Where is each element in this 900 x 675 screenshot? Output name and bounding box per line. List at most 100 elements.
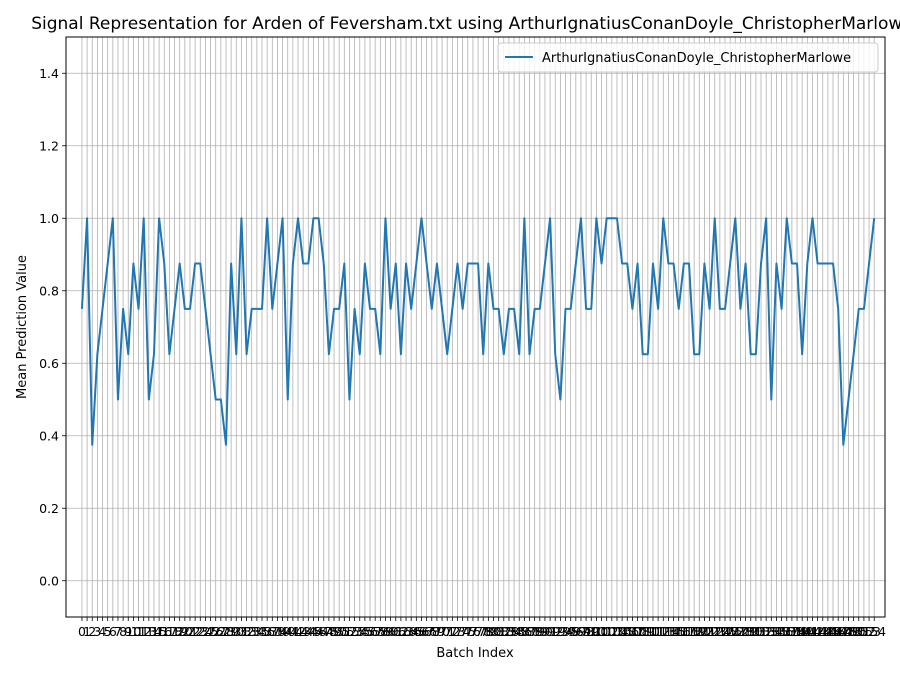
x-tick-label: 75: [460, 624, 476, 639]
x-tick-label: 107: [620, 624, 644, 639]
x-tick-label: 150: [842, 624, 866, 639]
x-tick-label: 145: [816, 624, 840, 639]
x-tick-label: 45: [305, 624, 321, 639]
x-tick-label: 122: [698, 624, 722, 639]
x-tick-label: 38: [269, 624, 285, 639]
y-tick-label: 0.4: [39, 428, 59, 443]
x-tick-label: 135: [765, 624, 789, 639]
x-tick-label: 149: [837, 624, 861, 639]
x-tick-label: 68: [424, 624, 440, 639]
x-tick-label: 77: [470, 624, 486, 639]
x-tick-label: 146: [821, 624, 845, 639]
x-tick-label: 80: [486, 624, 502, 639]
legend: ArthurIgnatiusConanDoyle_ChristopherMarl…: [497, 42, 879, 73]
x-tick-label: 65: [408, 624, 424, 639]
x-tick-label: 52: [342, 624, 358, 639]
x-tick-label: 116: [667, 624, 691, 639]
x-tick-label: 127: [723, 624, 747, 639]
x-tick-label: 101: [590, 624, 614, 639]
x-tick-label: 11: [131, 624, 147, 639]
x-gridlines: [81, 37, 875, 617]
x-tick-label: 92: [547, 624, 563, 639]
x-tick-label: 144: [811, 624, 835, 639]
x-tick-label: 79: [480, 624, 496, 639]
x-tick-label: 63: [398, 624, 414, 639]
y-tick-label: 1.4: [39, 66, 59, 81]
x-tick-label: 139: [785, 624, 809, 639]
x-tick-label: 154: [862, 624, 886, 639]
x-tick-label: 94: [558, 624, 574, 639]
x-tick-label: 118: [677, 624, 701, 639]
y-axis-label: Mean Prediction Value: [15, 255, 30, 399]
x-tick-label: 76: [465, 624, 481, 639]
x-tick-label: 140: [790, 624, 814, 639]
x-tick-label: 125: [713, 624, 737, 639]
x-tick-label: 8: [119, 624, 127, 639]
x-tick-label: 22: [187, 624, 203, 639]
x-tick-label: 85: [511, 624, 527, 639]
x-tick-label: 26: [208, 624, 224, 639]
x-tick-label: 124: [708, 624, 732, 639]
x-tick-label: 87: [522, 624, 538, 639]
x-tick-label: 81: [491, 624, 507, 639]
x-tick-label: 53: [347, 624, 363, 639]
x-tick-label: 95: [563, 624, 579, 639]
x-tick-label: 120: [687, 624, 711, 639]
x-tick-label: 69: [429, 624, 445, 639]
x-tick-label: 15: [151, 624, 167, 639]
x-tick-label: 14: [146, 624, 162, 639]
y-tick-label: 0.8: [39, 283, 59, 298]
x-tick-label: 19: [172, 624, 188, 639]
x-tick-label: 25: [203, 624, 219, 639]
x-tick-label: 3: [93, 624, 101, 639]
chart-title: Signal Representation for Arden of Fever…: [31, 14, 900, 34]
x-tick-label: 18: [167, 624, 183, 639]
y-tick-label: 0.2: [39, 501, 59, 516]
x-tick-label: 84: [506, 624, 522, 639]
x-tick-label: 72: [444, 624, 460, 639]
x-tick-label: 34: [249, 624, 265, 639]
x-tick-label: 4: [99, 624, 107, 639]
x-tick-label: 0: [78, 624, 86, 639]
x-tick-label: 83: [501, 624, 517, 639]
x-tick-label: 114: [656, 624, 680, 639]
x-tick-label: 142: [801, 624, 825, 639]
x-tick-label: 151: [847, 624, 871, 639]
x-tick-label: 102: [595, 624, 619, 639]
x-tick-label: 82: [496, 624, 512, 639]
x-tick-label: 123: [703, 624, 727, 639]
x-tick-label: 153: [857, 624, 881, 639]
x-tick-label: 73: [450, 624, 466, 639]
x-tick-label: 60: [383, 624, 399, 639]
x-tick-label: 106: [615, 624, 639, 639]
legend-box: [497, 42, 879, 73]
x-tick-label: 21: [182, 624, 198, 639]
series-layer: [80, 217, 876, 446]
x-tick-label: 27: [213, 624, 229, 639]
x-tick-label: 61: [388, 624, 404, 639]
x-tick-label: 132: [749, 624, 773, 639]
x-tick-label: 74: [455, 624, 471, 639]
x-tick-label: 56: [362, 624, 378, 639]
x-tick-label: 129: [734, 624, 758, 639]
x-tick-label: 152: [852, 624, 876, 639]
y-tick-label: 1.0: [39, 211, 59, 226]
x-tick-label: 96: [568, 624, 584, 639]
plot-frame: [65, 36, 886, 618]
x-tick-label: 141: [795, 624, 819, 639]
x-tick-label: 9: [124, 624, 132, 639]
x-tick-label: 24: [197, 624, 213, 639]
x-tick-label: 110: [636, 624, 660, 639]
y-tick-label: 0.6: [39, 356, 59, 371]
x-tick-label: 57: [367, 624, 383, 639]
x-tick-label: 47: [316, 624, 332, 639]
x-tick-label: 39: [275, 624, 291, 639]
x-tick-label: 5: [104, 624, 112, 639]
x-tick-label: 41: [285, 624, 301, 639]
x-tick-label: 112: [646, 624, 670, 639]
x-tick-label: 136: [770, 624, 794, 639]
x-tick-label: 32: [239, 624, 255, 639]
y-axis-ticks: 0.0 0.2 0.4 0.6 0.8 1.0 1.2 1.4: [39, 66, 66, 588]
x-tick-label: 90: [537, 624, 553, 639]
x-tick-label: 1: [83, 624, 91, 639]
